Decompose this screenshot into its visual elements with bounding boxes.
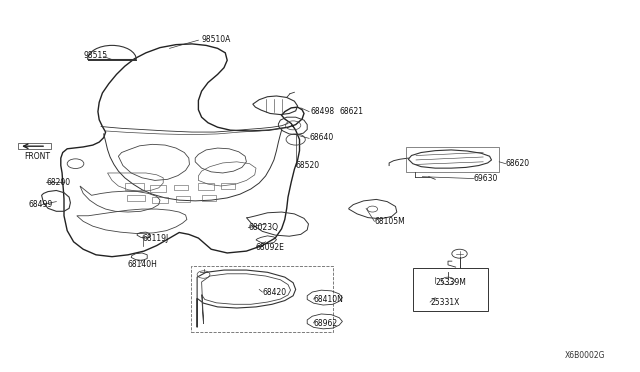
Text: 68092E: 68092E xyxy=(256,243,285,252)
Bar xyxy=(406,147,499,172)
Text: 68621: 68621 xyxy=(339,107,364,116)
Text: 98515: 98515 xyxy=(83,51,108,60)
Text: 98510A: 98510A xyxy=(202,35,231,44)
Text: 68962: 68962 xyxy=(314,319,338,328)
Text: FRONT: FRONT xyxy=(24,153,51,161)
Bar xyxy=(152,197,168,203)
Text: 68498: 68498 xyxy=(310,107,335,116)
Bar xyxy=(198,183,214,190)
Text: 25339M: 25339M xyxy=(435,278,466,287)
Bar xyxy=(127,195,145,201)
Text: 68520: 68520 xyxy=(296,161,320,170)
Text: 68420: 68420 xyxy=(262,288,287,296)
Text: 68620: 68620 xyxy=(506,159,530,168)
Text: X6B0002G: X6B0002G xyxy=(564,351,605,360)
Bar xyxy=(221,183,235,189)
Text: 68499: 68499 xyxy=(29,200,53,209)
Text: 68105M: 68105M xyxy=(374,217,405,226)
Text: 68119J: 68119J xyxy=(143,234,169,243)
Bar xyxy=(202,195,216,201)
Bar xyxy=(191,266,333,332)
Text: 68410N: 68410N xyxy=(314,295,344,304)
Text: 68140H: 68140H xyxy=(128,260,158,269)
Text: 25331X: 25331X xyxy=(430,298,460,307)
Text: 68640: 68640 xyxy=(309,133,333,142)
Bar xyxy=(150,185,166,192)
Text: 69630: 69630 xyxy=(474,174,498,183)
Bar xyxy=(176,196,190,202)
Text: 68023Q: 68023Q xyxy=(248,223,278,232)
Bar xyxy=(174,185,188,190)
Bar xyxy=(125,183,144,190)
Bar xyxy=(413,268,488,311)
Text: 68200: 68200 xyxy=(46,178,70,187)
